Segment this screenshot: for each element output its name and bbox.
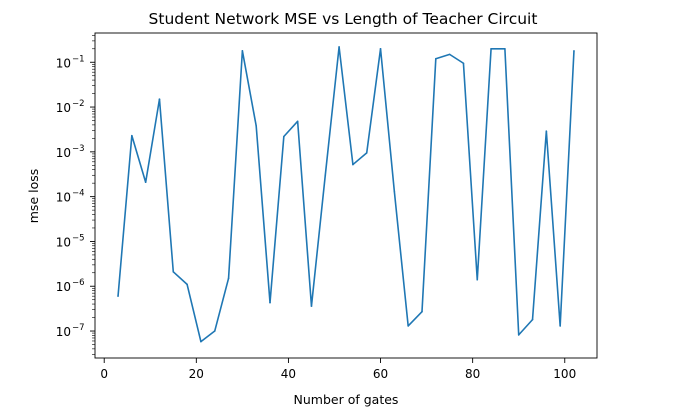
chart-title: Student Network MSE vs Length of Teacher… bbox=[149, 10, 538, 28]
data-point bbox=[559, 325, 561, 327]
data-point bbox=[379, 47, 382, 50]
data-point bbox=[393, 190, 396, 193]
y-axis: 10−710−610−510−410−310−210−1 bbox=[56, 34, 95, 355]
x-axis-label: Number of gates bbox=[294, 392, 399, 407]
data-point bbox=[269, 301, 271, 304]
y-tick-label: 10 bbox=[56, 146, 71, 160]
data-point bbox=[144, 181, 147, 184]
data-point bbox=[310, 305, 313, 307]
y-tick-label: 10 bbox=[56, 235, 71, 249]
plot-frame bbox=[94, 32, 598, 359]
data-point bbox=[324, 174, 327, 177]
data-point bbox=[476, 278, 479, 281]
x-tick-label: 80 bbox=[465, 367, 480, 381]
data-point bbox=[255, 125, 257, 127]
x-tick-label: 60 bbox=[373, 367, 388, 381]
data-point bbox=[338, 46, 340, 48]
data-point bbox=[435, 57, 437, 60]
y-tick-exponent: −5 bbox=[72, 233, 85, 243]
y-axis-label: mse loss bbox=[26, 169, 41, 224]
y-tick-label: 10 bbox=[56, 325, 71, 339]
y-tick-exponent: −1 bbox=[72, 54, 85, 64]
data-point bbox=[200, 340, 202, 343]
data-point bbox=[131, 134, 133, 137]
data-point bbox=[283, 135, 285, 138]
x-axis: 0 20 40 60 80 100 bbox=[100, 358, 576, 381]
data-point bbox=[172, 271, 175, 273]
y-tick-exponent: −6 bbox=[72, 278, 85, 288]
series-line-0 bbox=[117, 46, 575, 343]
data-point bbox=[365, 152, 368, 154]
y-tick-label: 10 bbox=[56, 280, 71, 294]
x-tick-label: 20 bbox=[189, 367, 204, 381]
data-point bbox=[352, 163, 354, 166]
data-point bbox=[117, 295, 119, 297]
data-point bbox=[213, 330, 216, 332]
x-tick-label: 40 bbox=[281, 367, 296, 381]
data-point bbox=[531, 318, 534, 321]
data-point bbox=[448, 53, 451, 56]
y-tick-exponent: −4 bbox=[72, 189, 85, 199]
data-point bbox=[504, 47, 506, 50]
data-point bbox=[462, 62, 465, 65]
data-point bbox=[241, 50, 244, 52]
y-tick-exponent: −7 bbox=[72, 323, 85, 333]
y-tick-label: 10 bbox=[56, 191, 71, 205]
x-tick-label: 0 bbox=[100, 367, 108, 381]
y-tick-label: 10 bbox=[56, 56, 71, 70]
data-point bbox=[158, 98, 161, 100]
data-point bbox=[545, 130, 548, 132]
data-point bbox=[573, 50, 575, 52]
y-tick-exponent: −3 bbox=[72, 144, 85, 154]
y-tick-exponent: −2 bbox=[72, 99, 85, 109]
data-point bbox=[296, 120, 299, 123]
data-point bbox=[517, 334, 520, 336]
plot-area bbox=[117, 46, 575, 343]
data-point bbox=[186, 283, 188, 286]
data-point bbox=[421, 310, 423, 313]
y-tick-label: 10 bbox=[56, 101, 71, 115]
data-point bbox=[407, 325, 409, 327]
data-point bbox=[227, 277, 230, 280]
data-point bbox=[490, 47, 492, 50]
x-tick-label: 100 bbox=[553, 367, 576, 381]
